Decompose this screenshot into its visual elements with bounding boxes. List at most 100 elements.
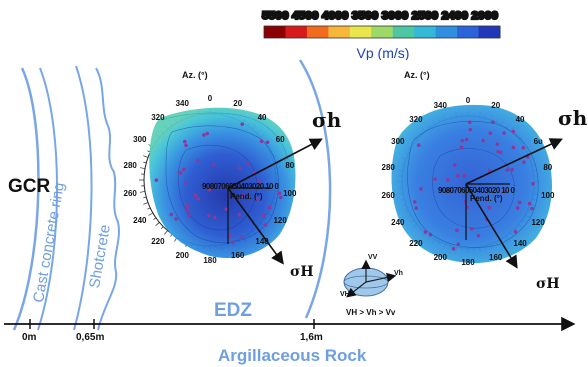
- stereonet-right: [391, 104, 563, 269]
- measurement-point: [502, 189, 506, 193]
- measurement-point: [183, 180, 188, 185]
- measurement-point: [183, 139, 187, 144]
- measurement-point: [453, 163, 457, 167]
- stereonet-left-sigma-h-minor-label: σh: [312, 108, 342, 132]
- measurement-point: [510, 167, 514, 172]
- stereonet-right-az-label: Az. (°): [404, 70, 430, 80]
- concrete-ring-inner-line: [37, 67, 59, 331]
- colorbar-cell: [414, 26, 437, 38]
- azimuth-tick-label: 20: [491, 100, 501, 110]
- measurement-point: [267, 205, 272, 210]
- measurement-point: [513, 229, 518, 234]
- stereonet-tick: [153, 217, 157, 220]
- azimuth-tick-label: 260: [123, 189, 137, 199]
- stereonet-left: [139, 107, 323, 265]
- stereonet-tick: [148, 212, 154, 216]
- azimuth-tick-label: 260: [381, 191, 395, 201]
- stereonet-left-sigma-h-major-label: σH: [290, 264, 314, 280]
- measurement-point: [185, 203, 190, 208]
- azimuth-tick-label: 280: [123, 160, 137, 170]
- stereonet-tick: [140, 191, 146, 193]
- measurement-point: [259, 139, 264, 144]
- stereonet-right-sigma-h-major-label: σH: [536, 276, 560, 292]
- measurement-point: [238, 166, 242, 171]
- azimuth-tick-label: 6υ: [533, 136, 543, 146]
- colorbar-cell: [457, 26, 480, 38]
- colorbar-tick-labels: 5500 4500 4000 3500 3000 2500 2400 2000: [262, 10, 498, 22]
- measurement-point: [445, 188, 449, 193]
- azimuth-tick-label: 340: [175, 98, 189, 108]
- measurement-point: [456, 242, 460, 247]
- measurement-point: [481, 138, 485, 143]
- colorbar-cell: [306, 26, 329, 38]
- measurement-point: [181, 167, 186, 172]
- measurement-point: [468, 127, 473, 132]
- measurement-point: [487, 205, 491, 210]
- colorbar-gradient: [263, 25, 501, 39]
- azimuth-tick-label: 40: [515, 114, 525, 124]
- azimuth-tick-label: 160: [489, 253, 503, 263]
- measurement-point: [488, 131, 493, 135]
- measurement-point: [265, 140, 270, 145]
- stereonet-tick: [147, 207, 151, 210]
- azimuth-tick-label: 120: [531, 217, 545, 227]
- measurement-point: [277, 191, 282, 195]
- stereonet-left-data-points: [154, 122, 283, 244]
- azimuth-tick-label: 220: [151, 237, 165, 247]
- measurement-point: [195, 158, 200, 163]
- measurement-point: [511, 129, 516, 134]
- measurement-point: [433, 177, 437, 182]
- stereonet-right-pend-label: Pend. (°): [470, 194, 503, 203]
- azimuth-tick-label: 340: [433, 100, 447, 110]
- measurement-point: [416, 143, 421, 148]
- measurement-point: [202, 133, 206, 137]
- colorbar: 5500 4500 4000 3500 3000 2500 2400 2000 …: [261, 9, 501, 60]
- measurement-point: [522, 160, 526, 165]
- measurement-point: [456, 173, 460, 178]
- azimuth-tick-label: 200: [175, 251, 189, 261]
- measurement-point: [511, 145, 516, 150]
- stereonet-left-sigma-h-minor-arrow: [227, 138, 323, 189]
- measurement-point: [464, 137, 469, 142]
- measurement-point: [414, 206, 419, 210]
- measurement-point: [263, 223, 268, 227]
- colorbar-cell: [349, 26, 372, 38]
- distance-label-065m: 0,65m: [76, 332, 105, 343]
- measurement-point: [505, 168, 509, 172]
- measurement-point: [257, 179, 261, 184]
- distance-label-0m: 0m: [22, 332, 37, 343]
- colorbar-cell: [264, 26, 286, 38]
- measurement-point: [521, 145, 526, 150]
- stereonet-tick: [164, 230, 168, 235]
- measurement-point: [241, 194, 245, 198]
- concrete-ring-outer-line: [73, 65, 93, 331]
- stereonet-right-plunge-ticks: 9080706050403020 10 0: [438, 186, 515, 195]
- measurement-point: [460, 138, 465, 143]
- measurement-point: [154, 178, 159, 182]
- azimuth-tick-label: 100: [283, 189, 297, 199]
- measurement-point: [412, 200, 417, 204]
- measurement-point: [463, 200, 468, 204]
- colorbar-cell: [392, 26, 415, 38]
- measurement-point: [469, 226, 474, 231]
- azimuth-tick-label: 60: [275, 134, 285, 144]
- measurement-point: [224, 207, 229, 212]
- measurement-point: [196, 197, 200, 201]
- colorbar-cell: [328, 26, 351, 38]
- stereonet-tick: [155, 222, 160, 226]
- ellipsoid-vh-minor-label: Vh: [394, 270, 403, 277]
- measurement-point: [451, 246, 456, 251]
- ellipsoid-vh-major-label: VH: [340, 291, 350, 298]
- azimuth-tick-label: 180: [203, 256, 217, 265]
- azimuth-tick-label: 20: [233, 98, 243, 108]
- azimuth-tick-label: 100: [541, 191, 555, 201]
- measurement-point: [174, 217, 178, 221]
- stereonet-right-sigma-h-major-arrow: [465, 183, 518, 269]
- azimuth-tick-label: 0: [465, 96, 471, 105]
- colorbar-cell: [371, 26, 394, 38]
- stereonet-tick: [143, 196, 147, 199]
- measurement-point: [467, 120, 472, 125]
- stereonet-tick: [143, 161, 147, 164]
- azimuth-tick-label: 220: [409, 239, 423, 249]
